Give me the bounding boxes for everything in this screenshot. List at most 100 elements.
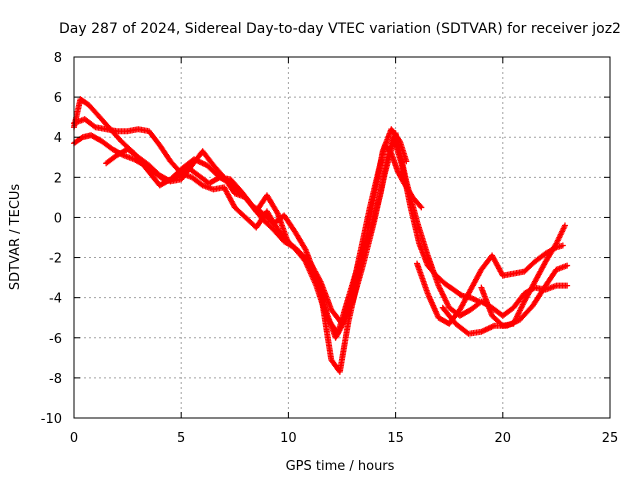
data-point (195, 172, 202, 179)
data-point (231, 190, 238, 197)
x-tick-label: 15 (387, 431, 404, 446)
data-point (242, 194, 249, 201)
data-point (113, 152, 120, 159)
data-point (531, 258, 538, 265)
data-point (362, 238, 369, 245)
data-point (124, 128, 131, 135)
data-point (452, 320, 459, 327)
y-tick-label: 4 (54, 131, 62, 146)
data-point (259, 216, 266, 223)
data-point (302, 246, 309, 253)
data-point (206, 180, 213, 187)
data-layer (71, 96, 571, 375)
data-point (199, 182, 206, 189)
y-tick-label: 8 (54, 51, 62, 66)
series-track-d (103, 126, 410, 375)
data-point (407, 204, 414, 211)
data-point (439, 304, 446, 311)
y-tick-label: 2 (54, 171, 62, 186)
data-point (221, 184, 228, 191)
data-point (345, 318, 352, 325)
data-point (377, 190, 384, 197)
data-point (446, 320, 453, 327)
series-track-e (414, 242, 566, 327)
x-tick-label: 0 (70, 431, 78, 446)
data-point (118, 138, 125, 145)
data-point (131, 156, 138, 163)
data-point (274, 210, 281, 217)
data-point (521, 298, 528, 305)
data-point (263, 208, 270, 215)
data-point (542, 258, 549, 265)
data-point (231, 204, 238, 211)
data-point (478, 284, 485, 291)
data-point (553, 266, 560, 273)
data-point (296, 248, 303, 255)
data-point (531, 278, 538, 285)
data-point (188, 174, 195, 181)
data-point (478, 266, 485, 273)
data-point (559, 242, 566, 249)
data-point (146, 128, 153, 135)
data-point (270, 226, 277, 233)
data-point (210, 186, 217, 193)
data-point (465, 330, 472, 337)
data-point (135, 126, 142, 133)
data-point (253, 224, 260, 231)
data-point (103, 126, 110, 133)
series-trace (72, 132, 481, 336)
series-track-g (478, 222, 568, 329)
data-point (446, 304, 453, 311)
data-point (332, 334, 339, 341)
data-point (96, 114, 103, 121)
data-point (491, 322, 498, 329)
data-point (424, 262, 431, 269)
x-axis-label: GPS time / hours (286, 459, 395, 474)
y-axis-label: SDTVAR / TECUs (8, 184, 23, 291)
x-tick-label: 10 (280, 431, 297, 446)
y-tick-label: -8 (49, 372, 62, 387)
data-point (199, 148, 206, 155)
data-point (561, 222, 568, 229)
y-tick-label: -4 (49, 292, 62, 307)
data-point (403, 158, 410, 165)
data-point (456, 306, 463, 313)
y-tick-label: -10 (41, 412, 62, 427)
data-point (328, 306, 335, 313)
y-tick-label: -2 (49, 252, 62, 267)
data-point (291, 228, 298, 235)
data-point (529, 302, 536, 309)
data-point (467, 286, 474, 293)
data-point (379, 148, 386, 155)
data-point (478, 328, 485, 335)
data-point (281, 212, 288, 219)
data-point (416, 240, 423, 247)
data-point (86, 102, 93, 109)
data-point (263, 192, 270, 199)
data-point (79, 134, 86, 141)
data-point (124, 146, 131, 153)
data-point (499, 322, 506, 329)
data-point (167, 178, 174, 185)
data-point (135, 154, 142, 161)
data-point (489, 252, 496, 259)
data-point (542, 282, 549, 289)
data-point (156, 172, 163, 179)
series-trace (104, 127, 409, 374)
data-point (109, 146, 116, 153)
x-tick-label: 25 (602, 431, 619, 446)
data-point (188, 162, 195, 169)
x-tick-label: 5 (177, 431, 185, 446)
data-point (203, 162, 210, 169)
data-point (459, 292, 466, 299)
data-point (328, 356, 335, 363)
data-point (510, 304, 517, 311)
data-point (317, 288, 324, 295)
data-point (435, 282, 442, 289)
data-point (92, 124, 99, 131)
data-point (336, 368, 343, 375)
data-point (285, 240, 292, 247)
data-point (450, 286, 457, 293)
data-point (476, 298, 483, 305)
